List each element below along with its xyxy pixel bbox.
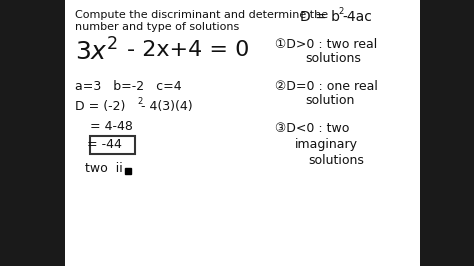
Text: 2: 2 <box>338 7 343 16</box>
Text: -4ac: -4ac <box>342 10 372 24</box>
Text: solutions: solutions <box>308 154 364 167</box>
Text: solution: solution <box>305 94 355 107</box>
Bar <box>90 136 135 154</box>
Text: ①D>0 : two real: ①D>0 : two real <box>275 38 377 51</box>
Bar <box>0 0 65 266</box>
Text: two  ii: two ii <box>85 162 123 175</box>
Text: D = (-2): D = (-2) <box>75 100 126 113</box>
Text: = 4-48: = 4-48 <box>90 120 133 133</box>
Text: - 2x+4 = 0: - 2x+4 = 0 <box>127 40 249 60</box>
Text: imaginary: imaginary <box>295 138 358 151</box>
Bar <box>420 0 474 266</box>
Text: = -44: = -44 <box>87 138 122 151</box>
Text: a=3   b=-2   c=4: a=3 b=-2 c=4 <box>75 80 182 93</box>
Text: number and type of solutions: number and type of solutions <box>75 22 239 32</box>
Text: solutions: solutions <box>305 52 361 65</box>
Text: ②D=0 : one real: ②D=0 : one real <box>275 80 378 93</box>
Text: - 4(3)(4): - 4(3)(4) <box>141 100 192 113</box>
Text: 2: 2 <box>137 97 142 106</box>
Text: D = b: D = b <box>300 10 340 24</box>
Text: Compute the discriminant and determine the: Compute the discriminant and determine t… <box>75 10 328 20</box>
Text: ③D<0 : two: ③D<0 : two <box>275 122 349 135</box>
Text: $3x^2$: $3x^2$ <box>75 38 118 65</box>
